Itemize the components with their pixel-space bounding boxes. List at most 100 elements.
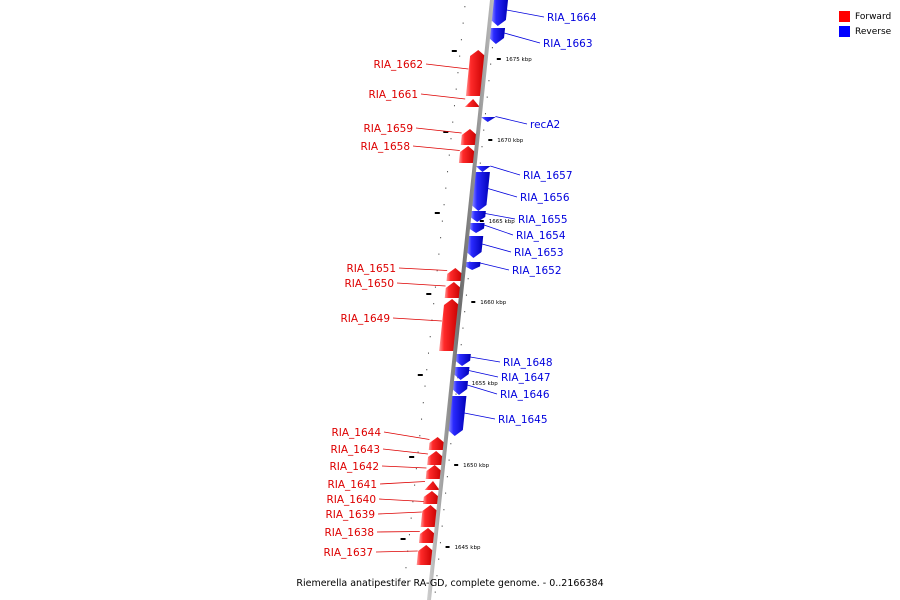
- gene-arrow-ria-1640: [423, 491, 439, 504]
- leader-line: [420, 93, 466, 100]
- gene-arrow-ria-1659: [460, 129, 477, 145]
- map-caption: Riemerella anatipestifer RA-GD, complete…: [296, 578, 604, 589]
- gene-label: RIA_1638: [324, 527, 374, 539]
- gene-arrow-ria-1650: [444, 282, 461, 298]
- gene-arrow-ria-1642: [425, 465, 442, 479]
- gene-arrow-ria-1647: [453, 367, 470, 380]
- major-tick-left: [443, 131, 449, 133]
- gene-arrow-ria-1656: [471, 172, 490, 211]
- leader-line: [490, 165, 521, 176]
- gene-arrow-ria-1643: [427, 451, 444, 465]
- minor-tick: [434, 591, 436, 593]
- gene-label: RIA_1661: [368, 89, 418, 101]
- legend-label-forward: Forward: [855, 11, 892, 22]
- minor-tick: [467, 278, 469, 280]
- leader-line: [485, 213, 516, 220]
- gene-arrow-ria-1664: [490, 0, 508, 26]
- minor-tick: [440, 237, 442, 239]
- minor-tick: [484, 113, 486, 115]
- major-tick-right: [454, 464, 459, 466]
- leader-line: [483, 224, 514, 236]
- leader-line: [479, 262, 510, 271]
- minor-tick: [464, 6, 466, 8]
- gene-features: [416, 0, 508, 565]
- gene-arrow-ria-1651: [446, 268, 463, 281]
- gene-arrow-ria-1658: [458, 146, 476, 163]
- gene-arrow-ria-1639: [420, 505, 438, 527]
- leader-line: [383, 431, 430, 440]
- gene-label: RIA_1656: [520, 192, 570, 204]
- gene-label: RIA_1637: [323, 547, 373, 559]
- gene-label: RIA_1657: [523, 170, 573, 182]
- gene-label: RIA_1662: [373, 59, 423, 71]
- gene-label: RIA_1655: [518, 214, 568, 226]
- backbone-dots: [403, 6, 497, 593]
- minor-tick: [438, 558, 440, 560]
- gene-arrow-ria-1645: [447, 396, 467, 436]
- minor-tick: [462, 327, 464, 329]
- genome-backbone: [427, 0, 494, 600]
- minor-tick: [433, 303, 435, 305]
- leader-line: [378, 498, 424, 502]
- tick-label: 1675 kbp: [506, 57, 532, 63]
- major-tick-right: [488, 139, 493, 141]
- minor-tick: [488, 80, 490, 82]
- minor-tick: [439, 542, 441, 544]
- minor-tick: [427, 352, 429, 354]
- gene-label: RIA_1654: [516, 230, 566, 242]
- minor-tick: [448, 154, 450, 156]
- gene-arrow-ria-1653: [466, 236, 484, 258]
- minor-tick: [422, 402, 424, 404]
- minor-tick: [441, 525, 443, 527]
- leader-line: [376, 531, 420, 533]
- gene-label: RIA_1643: [330, 444, 380, 456]
- leader-line: [377, 511, 422, 515]
- legend-label-reverse: Reverse: [855, 26, 892, 37]
- gene-label: RIA_1647: [501, 372, 551, 384]
- legend-entry-reverse: Reverse: [839, 24, 891, 39]
- strand-legend: Forward Reverse: [839, 9, 891, 39]
- leader-line: [468, 370, 499, 378]
- minor-tick: [424, 385, 426, 387]
- minor-tick: [448, 459, 450, 461]
- gene-label: RIA_1648: [503, 357, 553, 369]
- major-tick-right: [471, 301, 476, 303]
- minor-tick: [415, 468, 417, 470]
- gene-arrow-ria-1657: [475, 166, 491, 172]
- gene-label: RIA_1652: [512, 265, 562, 277]
- gene-arrow-reca2: [480, 117, 496, 122]
- minor-tick: [457, 377, 459, 379]
- gene-label: RIA_1650: [344, 278, 394, 290]
- gene-label: RIA_1651: [346, 263, 396, 275]
- gene-label: RIA_1649: [340, 313, 390, 325]
- minor-tick: [410, 517, 412, 519]
- leader-line: [464, 412, 496, 420]
- minor-tick: [445, 492, 447, 494]
- leader-line: [375, 550, 418, 553]
- minor-tick: [462, 22, 464, 24]
- minor-tick: [443, 509, 445, 511]
- major-tick-left: [451, 50, 457, 52]
- major-tick-right: [479, 220, 484, 222]
- gene-label: RIA_1653: [514, 247, 564, 259]
- minor-tick: [434, 286, 436, 288]
- gene-arrow-ria-1641: [424, 481, 440, 490]
- minor-tick: [459, 55, 461, 57]
- gene-labels: RIA_1664 RIA_1663 RIA_1662 RIA_1661 recA2 RIA…: [323, 12, 596, 559]
- gene-label: recA2: [530, 119, 560, 131]
- major-tick-right: [445, 546, 450, 548]
- minor-tick: [403, 583, 405, 585]
- minor-tick: [429, 336, 431, 338]
- leader-line: [379, 481, 426, 485]
- gene-label: RIA_1664: [547, 12, 597, 24]
- leader-line: [398, 267, 448, 271]
- gene-arrow-ria-1655: [470, 211, 486, 222]
- minor-tick: [445, 187, 447, 189]
- gene-arrow-ria-1654: [469, 223, 485, 233]
- minor-tick: [436, 575, 438, 577]
- gene-label: RIA_1645: [498, 414, 548, 426]
- minor-tick: [455, 393, 457, 395]
- leader-line: [506, 9, 545, 18]
- minor-tick: [481, 146, 483, 148]
- gene-arrow-ria-1652: [465, 262, 481, 270]
